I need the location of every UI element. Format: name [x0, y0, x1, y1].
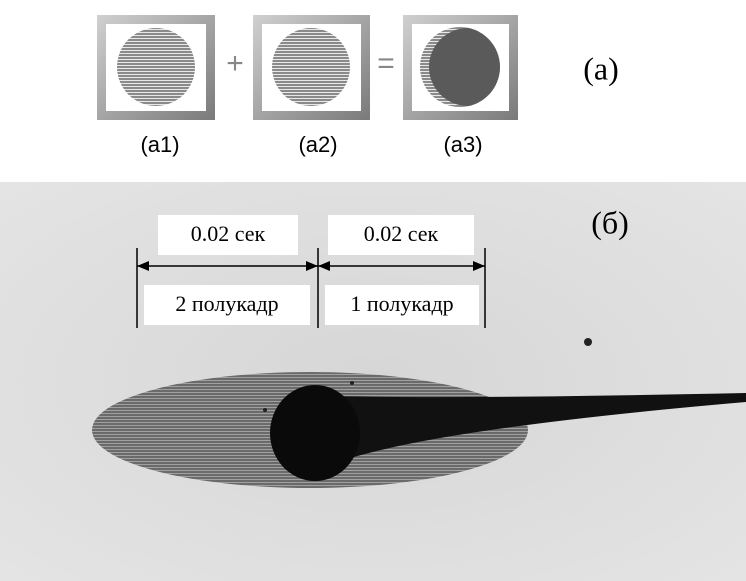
operator-plus: + — [226, 47, 244, 80]
interval-time: 0.02 сек — [364, 221, 439, 246]
operator-equals: = — [377, 47, 395, 80]
interval-frame: 2 полукадр — [175, 291, 278, 316]
panel-a-label: (a) — [583, 50, 619, 86]
frame-a1 — [97, 15, 215, 120]
interval-time: 0.02 сек — [191, 221, 266, 246]
interval-frame: 1 полукадр — [350, 291, 453, 316]
figure: + = (a) (a1) (a2) (a3) 0.02 сек 0.02 сек… — [0, 0, 746, 581]
panel-b-label: (б) — [591, 204, 629, 240]
frame-label: (a2) — [298, 132, 337, 157]
frame-a2 — [253, 15, 370, 120]
frame-label: (a1) — [140, 132, 179, 157]
frame-a3 — [403, 15, 518, 120]
frame-label: (a3) — [443, 132, 482, 157]
